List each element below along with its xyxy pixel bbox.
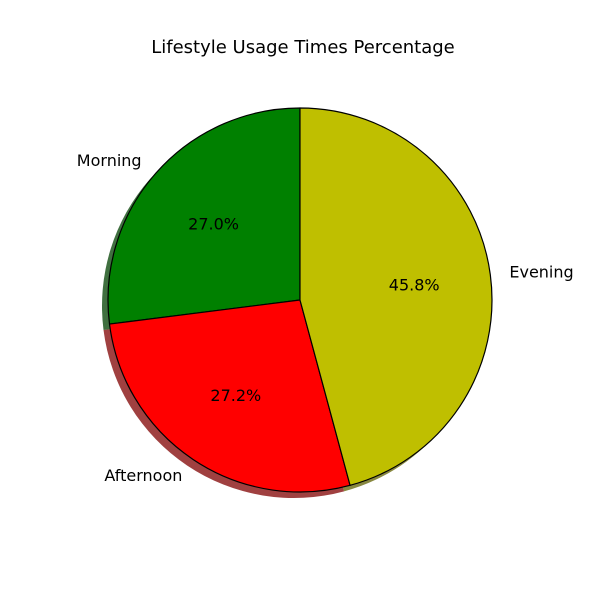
pie-label-afternoon: Afternoon bbox=[104, 466, 182, 485]
pie-slice-morning bbox=[107, 107, 301, 325]
pie-slice-afternoon bbox=[108, 299, 351, 493]
pie-label-layer: 27.0% Morning 27.2% Afternoon 45.8% Evening bbox=[77, 151, 574, 485]
pie-slice-layer bbox=[107, 107, 493, 493]
pie-pct-label-afternoon: 27.2% bbox=[210, 386, 261, 405]
pie-label-evening: Evening bbox=[509, 263, 573, 282]
chart-title: Lifestyle Usage Times Percentage bbox=[151, 37, 455, 58]
pie-pct-label-morning: 27.0% bbox=[188, 214, 239, 233]
pie-pct-label-evening: 45.8% bbox=[389, 275, 440, 294]
pie-slice-evening bbox=[299, 107, 493, 486]
pie-label-morning: Morning bbox=[77, 151, 142, 170]
